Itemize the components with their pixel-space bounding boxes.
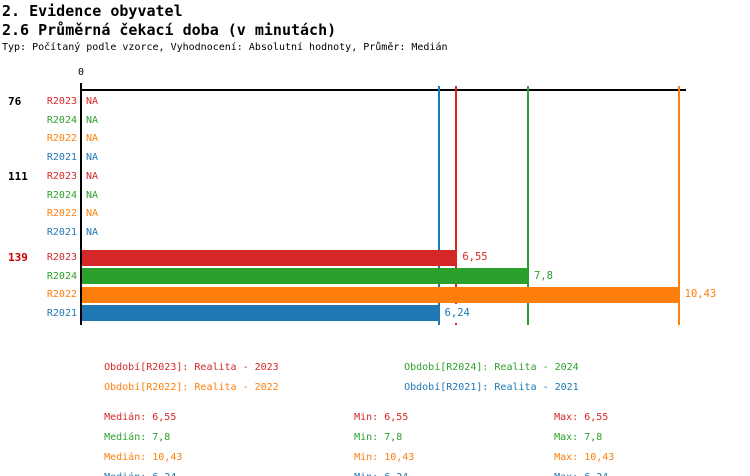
median-line-r2022: [677, 86, 680, 325]
stat-max: Max: 6,55: [554, 412, 609, 423]
median-line-r2023: [455, 86, 458, 325]
series-row-label: R2023: [46, 171, 77, 182]
stat-median: Medián: 6,55: [104, 412, 177, 423]
bar-r2021: [82, 305, 440, 321]
legend-item-r2021: Období[R2021]: Realita - 2021: [404, 382, 579, 393]
legend-item-r2024: Období[R2024]: Realita - 2024: [404, 362, 579, 373]
chart-row-76-r2022: R2022 NA: [0, 129, 750, 148]
na-value-label: NA: [86, 96, 99, 107]
chart-row-139-r2023: R2023 6,55: [0, 248, 750, 267]
chart-title: 2.6 Průměrná čekací doba (v minutách): [2, 21, 337, 39]
x-axis-zero-tick-label: 0: [77, 67, 85, 78]
bar-value-label: 6,24: [443, 303, 471, 323]
median-line-r2021: [437, 86, 440, 325]
na-value-label: NA: [86, 114, 99, 126]
series-row-label: R2024: [46, 189, 77, 201]
bar-r2022: [82, 286, 680, 303]
chart-row-111-r2023: R2023 NA: [0, 167, 750, 186]
chart-row-76-r2021: R2021 NA: [0, 148, 750, 167]
series-row-label: R2024: [46, 114, 77, 126]
series-row-label: R2024: [46, 270, 77, 282]
chart-row-111-r2024: R2024 NA: [0, 186, 750, 205]
group-label-111: 111: [8, 170, 28, 183]
chart-row-76-r2024: R2024 NA: [0, 111, 750, 130]
bar-value-label: 7,8: [532, 266, 554, 286]
chart-subtitle: Typ: Počítaný podle vzorce, Vyhodnocení:…: [2, 42, 448, 53]
chart-row-139-r2021: R2021 6,24: [0, 303, 750, 323]
group-label-76: 76: [8, 95, 22, 108]
stat-median: Medián: 7,8: [104, 432, 171, 443]
report-section-title: 2. Evidence obyvatel: [2, 2, 183, 20]
series-row-label: R2021: [46, 151, 77, 163]
x-axis-line: [80, 89, 686, 91]
bar-value-label: 10,43: [683, 285, 718, 304]
na-value-label: NA: [86, 226, 99, 238]
stat-min: Min: 10,43: [354, 452, 415, 463]
series-row-label: R2021: [46, 307, 77, 319]
series-row-label: R2022: [46, 289, 77, 300]
stat-min: Min: 6,55: [354, 412, 409, 423]
stats-row-r2022: Medián: 10,43 Min: 10,43 Max: 10,43: [80, 428, 614, 463]
bar-value-label: 6,55: [461, 248, 489, 267]
na-value-label: NA: [86, 133, 99, 144]
stat-max: Max: 10,43: [554, 452, 615, 463]
y-axis-line: [80, 83, 82, 325]
stat-median: Medián: 10,43: [104, 452, 183, 463]
series-row-label: R2022: [46, 208, 77, 219]
median-line-r2024: [526, 86, 529, 325]
stat-min: Min: 6,24: [354, 468, 554, 476]
stats-row-r2024: Medián: 7,8 Min: 7,8 Max: 7,8: [80, 408, 602, 443]
series-row-label: R2022: [46, 133, 77, 144]
stat-max: Max: 7,8: [554, 432, 603, 443]
group-label-139: 139: [8, 251, 28, 264]
na-value-label: NA: [86, 208, 99, 219]
bar-r2023: [82, 249, 458, 266]
na-value-label: NA: [86, 189, 99, 201]
series-row-label: R2021: [46, 226, 77, 238]
stat-median: Medián: 6,24: [104, 468, 354, 476]
na-value-label: NA: [86, 151, 99, 163]
legend-item-r2022: Období[R2022]: Realita - 2022: [104, 382, 279, 393]
bar-r2024: [82, 268, 529, 284]
stats-row-r2023: Medián: 6,55 Min: 6,55 Max: 6,55: [80, 388, 608, 423]
stat-max: Max: 6,24: [554, 472, 608, 476]
legend-row: Období[R2023]: Realita - 2023 Období[R202…: [80, 338, 579, 373]
legend-row: Období[R2022]: Realita - 2022 Období[R202…: [80, 358, 579, 393]
legend-item-r2023: Období[R2023]: Realita - 2023: [104, 362, 279, 373]
stat-min: Min: 7,8: [354, 432, 403, 443]
na-value-label: NA: [86, 171, 99, 182]
stats-row-r2021: Medián: 6,24Min: 6,24Max: 6,24: [80, 448, 608, 476]
series-row-label: R2023: [46, 252, 77, 263]
chart-row-139-r2022: R2022 10,43: [0, 285, 750, 304]
chart-row-76-r2023: R2023 NA: [0, 92, 750, 111]
series-row-label: R2023: [46, 96, 77, 107]
chart-row-111-r2022: R2022 NA: [0, 204, 750, 223]
chart-row-139-r2024: R2024 7,8: [0, 266, 750, 286]
chart-row-111-r2021: R2021 NA: [0, 223, 750, 242]
